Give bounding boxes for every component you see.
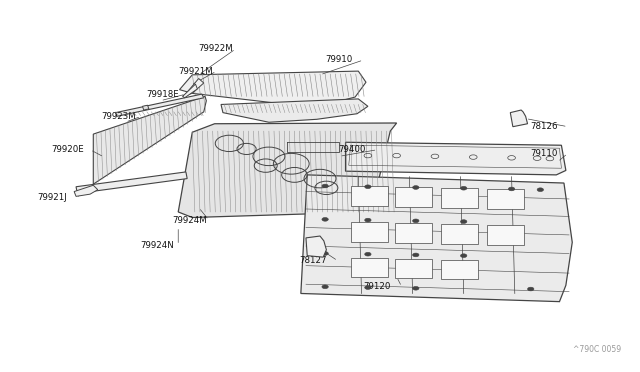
Circle shape bbox=[322, 285, 328, 289]
Polygon shape bbox=[182, 84, 197, 98]
Polygon shape bbox=[178, 123, 397, 218]
Polygon shape bbox=[301, 175, 572, 302]
Polygon shape bbox=[116, 94, 204, 116]
Circle shape bbox=[322, 184, 328, 188]
Polygon shape bbox=[510, 110, 527, 127]
Circle shape bbox=[322, 251, 328, 255]
Polygon shape bbox=[143, 105, 149, 110]
Circle shape bbox=[508, 187, 515, 191]
Bar bbox=[442, 224, 478, 244]
Polygon shape bbox=[76, 172, 187, 193]
Text: 79910: 79910 bbox=[325, 55, 353, 64]
Circle shape bbox=[365, 286, 371, 289]
Polygon shape bbox=[221, 99, 368, 122]
Text: 79110: 79110 bbox=[531, 149, 558, 158]
Bar bbox=[396, 187, 433, 208]
Bar bbox=[487, 225, 524, 245]
Text: 79924M: 79924M bbox=[172, 216, 207, 225]
Bar bbox=[351, 222, 388, 242]
Text: 78127: 78127 bbox=[300, 256, 327, 265]
Bar bbox=[442, 260, 478, 279]
Bar bbox=[396, 259, 433, 278]
Circle shape bbox=[365, 185, 371, 189]
Circle shape bbox=[413, 253, 419, 257]
Text: 79120: 79120 bbox=[364, 282, 391, 291]
Circle shape bbox=[527, 287, 534, 291]
Circle shape bbox=[461, 254, 467, 257]
Polygon shape bbox=[93, 96, 206, 184]
Text: 79921M: 79921M bbox=[178, 67, 213, 76]
Bar bbox=[351, 186, 388, 206]
Text: 79921J: 79921J bbox=[38, 193, 67, 202]
Bar bbox=[396, 223, 433, 243]
Text: ^790C 0059: ^790C 0059 bbox=[573, 344, 621, 353]
Polygon shape bbox=[306, 236, 326, 257]
Text: 79924N: 79924N bbox=[140, 241, 173, 250]
Text: 79400: 79400 bbox=[338, 145, 365, 154]
Polygon shape bbox=[182, 78, 204, 96]
Bar bbox=[487, 189, 524, 209]
Text: 79923M: 79923M bbox=[102, 112, 136, 121]
Text: 79918E: 79918E bbox=[147, 90, 179, 99]
Circle shape bbox=[461, 186, 467, 190]
Polygon shape bbox=[346, 142, 566, 175]
Circle shape bbox=[365, 252, 371, 256]
Circle shape bbox=[365, 218, 371, 222]
Text: 79920E: 79920E bbox=[52, 145, 84, 154]
Bar bbox=[351, 258, 388, 277]
Bar bbox=[442, 188, 478, 208]
Circle shape bbox=[322, 218, 328, 221]
Polygon shape bbox=[74, 185, 98, 196]
Text: 79922M: 79922M bbox=[198, 44, 234, 53]
Circle shape bbox=[413, 219, 419, 223]
Circle shape bbox=[413, 186, 419, 189]
Circle shape bbox=[461, 220, 467, 224]
Polygon shape bbox=[179, 71, 366, 105]
Circle shape bbox=[413, 286, 419, 290]
Circle shape bbox=[537, 188, 543, 192]
Text: 78126: 78126 bbox=[531, 122, 558, 131]
